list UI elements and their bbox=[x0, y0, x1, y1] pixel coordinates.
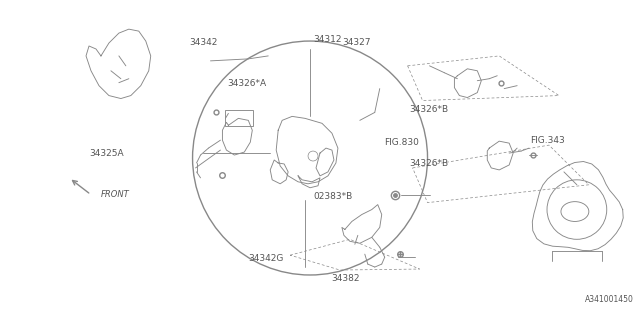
Text: 34326*B: 34326*B bbox=[409, 159, 449, 168]
Text: 34326*B: 34326*B bbox=[409, 105, 449, 114]
Text: 02383*B: 02383*B bbox=[314, 192, 353, 201]
Text: 34327: 34327 bbox=[342, 38, 371, 47]
Text: FIG.343: FIG.343 bbox=[531, 136, 565, 146]
Text: 34325A: 34325A bbox=[90, 149, 124, 158]
Text: 34312: 34312 bbox=[314, 35, 342, 44]
Text: FIG.830: FIG.830 bbox=[384, 138, 419, 147]
Text: 34326*A: 34326*A bbox=[228, 79, 267, 88]
Text: A341001450: A341001450 bbox=[585, 295, 634, 304]
Text: FRONT: FRONT bbox=[101, 190, 130, 199]
Text: 34342G: 34342G bbox=[248, 254, 284, 263]
Text: 34342: 34342 bbox=[189, 38, 218, 47]
Text: 34382: 34382 bbox=[332, 274, 360, 283]
